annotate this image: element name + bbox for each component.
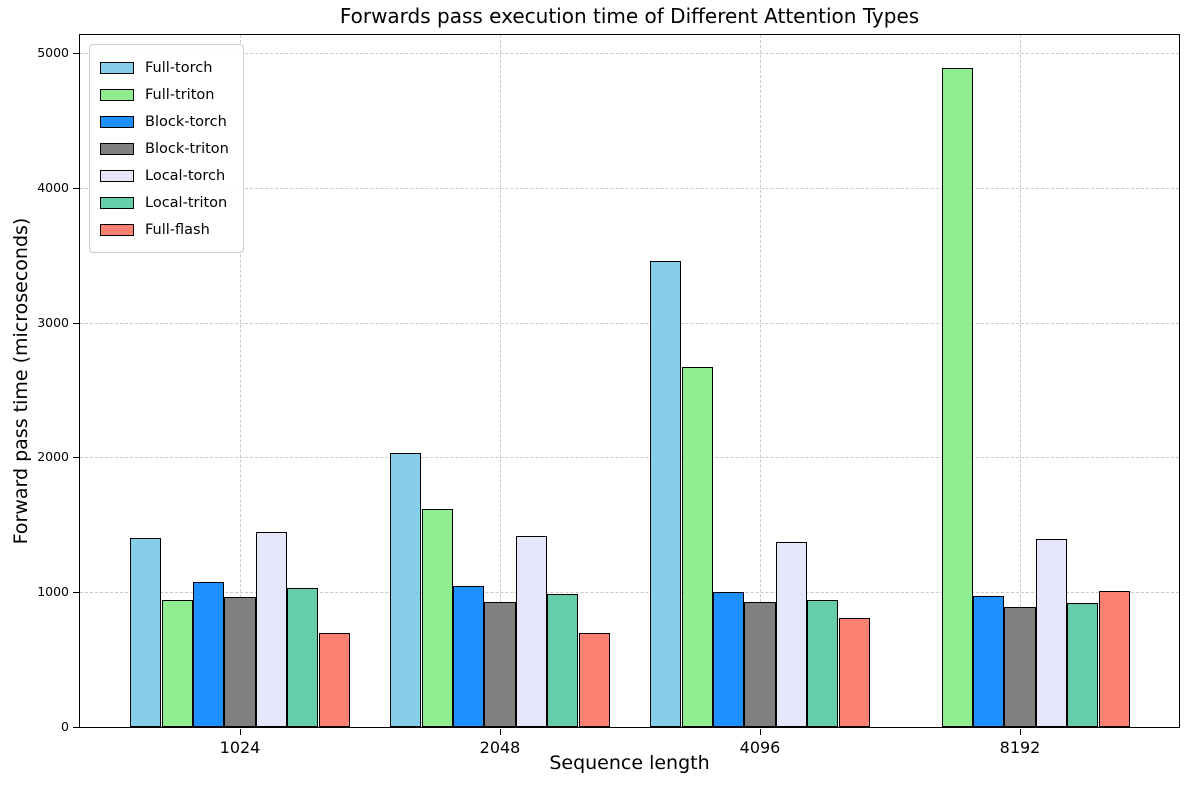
x-tick-label-8192: 8192 bbox=[999, 738, 1041, 757]
x-tick-mark-8192 bbox=[1020, 729, 1021, 735]
bar-block-torch-8192 bbox=[972, 595, 1005, 727]
x-tick-mark-2048 bbox=[500, 729, 501, 735]
bar-full-flash-1024 bbox=[318, 632, 350, 727]
legend-item-full-torch: Full-torch bbox=[100, 54, 229, 81]
bar-local-torch-2048 bbox=[515, 535, 548, 727]
gridline-x-4096 bbox=[760, 35, 761, 727]
y-tick-label-5000: 5000 bbox=[37, 45, 69, 61]
x-tick-label-2048: 2048 bbox=[479, 738, 521, 757]
x-tick-mark-1024 bbox=[240, 729, 241, 735]
legend-item-local-triton: Local-triton bbox=[100, 189, 229, 216]
gridline-y-3000 bbox=[80, 322, 1179, 324]
bar-local-triton-1024 bbox=[287, 588, 319, 727]
y-tick-mark-0 bbox=[73, 727, 79, 728]
bar-local-triton-8192 bbox=[1067, 603, 1099, 727]
x-tick-label-1024: 1024 bbox=[219, 738, 261, 757]
bar-full-torch-2048 bbox=[390, 452, 422, 727]
bar-block-triton-1024 bbox=[224, 596, 256, 727]
bar-block-triton-4096 bbox=[744, 602, 776, 727]
legend-label-local-torch: Local-torch bbox=[145, 167, 226, 184]
bar-block-triton-8192 bbox=[1004, 607, 1036, 727]
x-axis-label: Sequence length bbox=[549, 752, 710, 774]
legend-label-full-flash: Full-flash bbox=[145, 221, 210, 238]
legend: Full-torch Full-triton Block-torch Block-tr… bbox=[89, 44, 244, 253]
bar-local-triton-2048 bbox=[547, 593, 579, 727]
legend-swatch-full-flash bbox=[100, 223, 134, 236]
bar-local-triton-4096 bbox=[807, 599, 839, 727]
legend-swatch-local-torch bbox=[100, 169, 134, 182]
y-tick-label-2000: 2000 bbox=[37, 449, 69, 465]
legend-swatch-full-torch bbox=[100, 61, 134, 74]
bar-block-torch-1024 bbox=[192, 582, 225, 727]
plot-area: 0 1000 2000 3000 4000 5000 1024 2048 4096 8192 Fu… bbox=[37, 34, 1180, 757]
legend-swatch-block-triton bbox=[100, 142, 134, 155]
bar-full-flash-4096 bbox=[838, 617, 870, 727]
legend-swatch-full-triton bbox=[100, 88, 134, 101]
legend-item-full-flash: Full-flash bbox=[100, 216, 229, 243]
gridline-x-1024 bbox=[240, 35, 241, 727]
legend-label-local-triton: Local-triton bbox=[145, 194, 228, 211]
bar-full-flash-2048 bbox=[578, 633, 610, 727]
y-tick-label-1000: 1000 bbox=[37, 584, 69, 600]
y-tick-mark-2000 bbox=[73, 457, 79, 459]
bar-block-torch-4096 bbox=[712, 592, 745, 727]
gridline-y-5000 bbox=[80, 53, 1179, 55]
bar-full-triton-8192 bbox=[941, 68, 973, 727]
legend-swatch-block-torch bbox=[100, 115, 134, 128]
legend-item-local-torch: Local-torch bbox=[100, 162, 229, 189]
x-tick-label-4096: 4096 bbox=[739, 738, 781, 757]
legend-swatch-local-triton bbox=[100, 196, 134, 209]
bar-full-triton-2048 bbox=[421, 508, 453, 727]
bar-full-torch-1024 bbox=[130, 537, 162, 727]
bar-full-triton-4096 bbox=[681, 367, 713, 727]
chart-title: Forwards pass execution time of Differen… bbox=[339, 4, 920, 28]
gridline-y-2000 bbox=[80, 457, 1179, 459]
x-tick-mark-4096 bbox=[760, 729, 761, 735]
bar-local-torch-1024 bbox=[255, 532, 288, 727]
bar-full-triton-1024 bbox=[161, 600, 193, 727]
gridline-x-2048 bbox=[500, 35, 501, 727]
y-axis-label: Forward pass time (microseconds) bbox=[10, 217, 32, 545]
bar-block-triton-2048 bbox=[484, 601, 516, 727]
y-tick-label-0: 0 bbox=[61, 719, 69, 734]
bar-local-torch-8192 bbox=[1035, 539, 1068, 727]
bar-block-torch-2048 bbox=[452, 586, 485, 727]
gridline-y-1000 bbox=[80, 592, 1179, 594]
legend-item-block-torch: Block-torch bbox=[100, 108, 229, 135]
y-tick-label-3000: 3000 bbox=[37, 314, 69, 330]
gridline-y-4000 bbox=[80, 187, 1179, 189]
y-tick-mark-3000 bbox=[73, 322, 79, 324]
bar-local-torch-4096 bbox=[775, 542, 808, 727]
bar-full-flash-8192 bbox=[1098, 590, 1130, 727]
legend-label-full-torch: Full-torch bbox=[145, 59, 213, 76]
legend-item-block-triton: Block-triton bbox=[100, 135, 229, 162]
gridline-x-8192 bbox=[1020, 35, 1021, 727]
y-tick-mark-5000 bbox=[73, 53, 79, 55]
y-tick-mark-1000 bbox=[73, 592, 79, 594]
y-tick-label-4000: 4000 bbox=[37, 179, 69, 195]
legend-label-block-triton: Block-triton bbox=[145, 140, 229, 157]
legend-label-full-triton: Full-triton bbox=[145, 86, 215, 103]
legend-item-full-triton: Full-triton bbox=[100, 81, 229, 108]
y-tick-mark-4000 bbox=[73, 187, 79, 189]
legend-label-block-torch: Block-torch bbox=[145, 113, 227, 130]
bar-full-torch-4096 bbox=[650, 260, 682, 727]
